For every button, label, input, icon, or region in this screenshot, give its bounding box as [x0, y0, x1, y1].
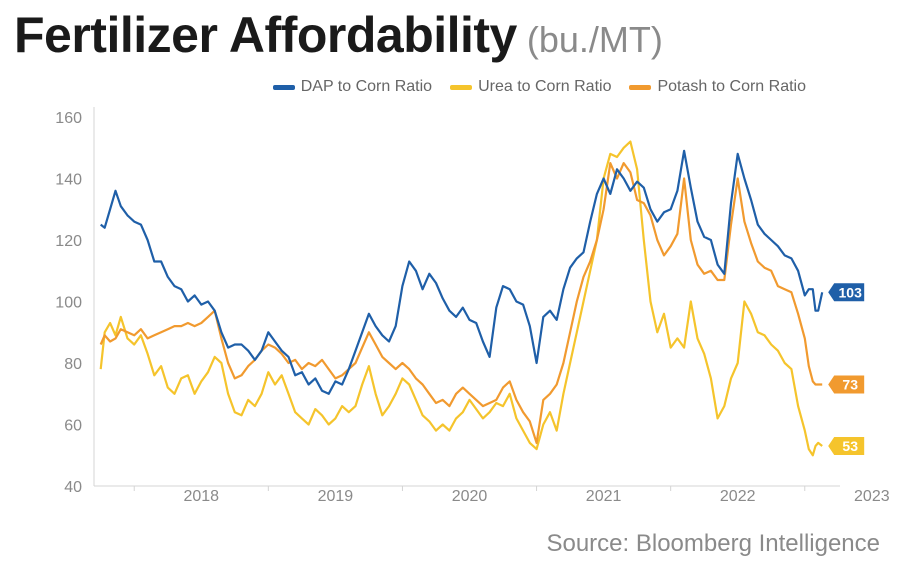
x-tick-label: 2022: [720, 488, 756, 505]
y-tick-label: 60: [64, 418, 82, 435]
x-tick-label: 2021: [586, 488, 622, 505]
x-tick-label: 2023: [854, 488, 890, 505]
legend-swatch-urea: [450, 84, 473, 90]
y-tick-label: 40: [64, 479, 82, 496]
legend-label-potash: Potash to Corn Ratio: [657, 78, 806, 95]
source-note: Source: Bloomberg Intelligence: [546, 530, 880, 557]
legend-item-dap: DAP to Corn Ratio: [272, 78, 433, 96]
legend: DAP to Corn Ratio Urea to Corn Ratio Pot…: [272, 78, 806, 96]
end-label-value-2: 73: [842, 377, 858, 393]
end-label-tag-1: [828, 437, 865, 456]
chart-title: Fertilizer Affordability: [14, 7, 517, 63]
y-tick-label: 120: [55, 233, 82, 250]
legend-item-potash: Potash to Corn Ratio: [629, 78, 806, 96]
title-row: Fertilizer Affordability (bu./MT): [14, 6, 663, 64]
legend-swatch-potash: [629, 84, 652, 90]
series-line-0: [100, 149, 824, 395]
y-tick-label: 100: [55, 295, 82, 312]
series-line-1: [99, 140, 823, 457]
end-label-tag-2: [828, 375, 865, 394]
y-tick-label: 80: [64, 356, 82, 373]
y-tick-label: 140: [55, 172, 82, 189]
x-tick-label: 2018: [183, 488, 219, 505]
chart-subtitle: (bu./MT): [526, 19, 663, 60]
series-lines: [99, 140, 824, 457]
legend-label-dap: DAP to Corn Ratio: [300, 78, 433, 95]
end-label-value-0: 103: [839, 284, 863, 300]
end-label-value-1: 53: [842, 438, 858, 454]
legend-swatch-dap: [272, 84, 295, 90]
x-tick-label: 2020: [452, 488, 488, 505]
x-tick-label: 2019: [318, 488, 354, 505]
end-label-tag-0: [828, 283, 865, 302]
end-labels: 103 53 73: [828, 283, 865, 456]
axes: 160 140 120 100 80 60 40 2018 2019 2020 2021 2022 20…: [55, 107, 890, 505]
legend-item-urea: Urea to Corn Ratio: [450, 78, 611, 96]
y-tick-label: 160: [55, 110, 82, 127]
legend-label-urea: Urea to Corn Ratio: [478, 78, 612, 95]
